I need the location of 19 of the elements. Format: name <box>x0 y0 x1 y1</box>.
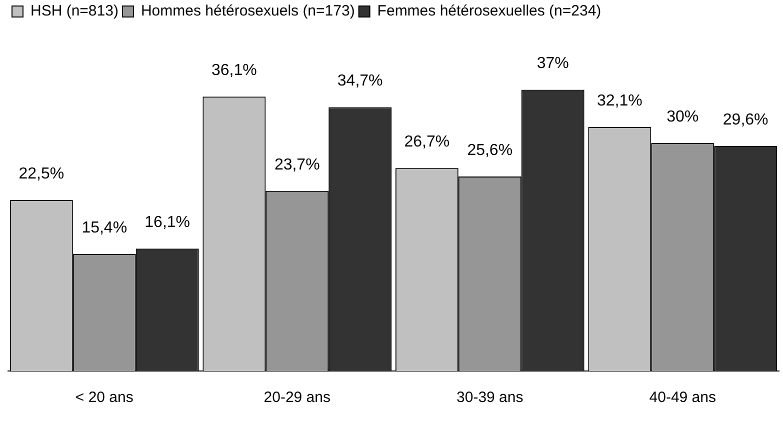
x-tick-label: 20-29 ans <box>264 389 330 406</box>
data-label: 29,6% <box>722 111 768 128</box>
legend-label: Femmes hétérosexuelles (n=234) <box>377 2 602 20</box>
x-tick-label: 40-49 ans <box>649 389 716 406</box>
legend-label: Hommes hétérosexuels (n=173) <box>140 2 355 20</box>
data-label: 30% <box>666 108 699 126</box>
data-label: 16,1% <box>144 214 190 232</box>
data-label: 34,7% <box>337 72 383 90</box>
x-tick-label: < 20 ans <box>75 389 134 406</box>
data-label: 22,5% <box>18 165 64 182</box>
x-tick-label: 30-39 ans <box>456 389 524 406</box>
data-label: 36,1% <box>211 62 257 80</box>
data-label: 32,1% <box>596 92 642 110</box>
data-label: 26,7% <box>404 133 450 150</box>
data-label: 23,7% <box>274 156 320 174</box>
data-label: 37% <box>536 55 569 72</box>
legend-label: HSH (n=813) <box>30 2 118 20</box>
data-label: 15,4% <box>82 219 128 236</box>
data-label: 25,6% <box>467 142 513 159</box>
